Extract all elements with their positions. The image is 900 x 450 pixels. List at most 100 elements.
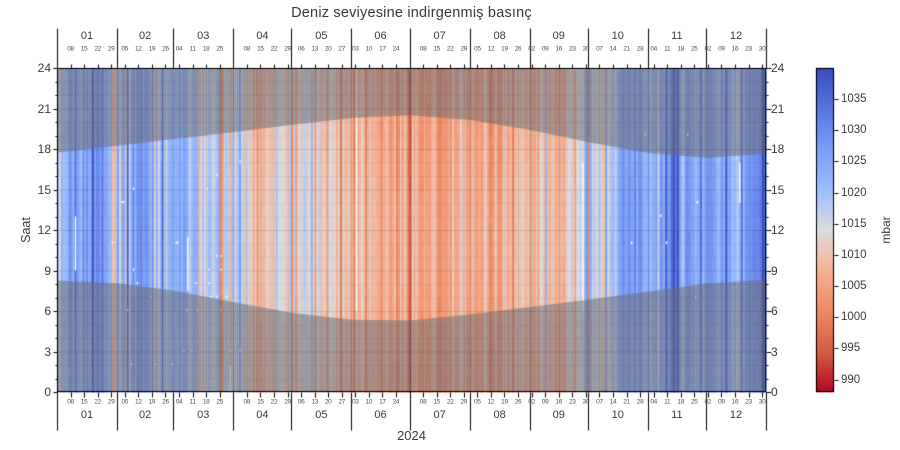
bottom-month-label: 05 xyxy=(315,409,328,421)
top-day-label: 22 xyxy=(270,45,278,53)
colorbar-tick-label: 1005 xyxy=(841,280,867,293)
top-day-label: 24 xyxy=(392,45,400,53)
top-day-label: 12 xyxy=(135,45,142,53)
bottom-day-label: 08 xyxy=(67,398,74,406)
bottom-day-label: 17 xyxy=(379,398,386,406)
bottom-day-label: 16 xyxy=(555,398,563,406)
top-month-label: 04 xyxy=(256,30,269,42)
bottom-day-label: 29 xyxy=(460,398,468,406)
top-day-label: 23 xyxy=(568,45,576,53)
top-day-label: 02 xyxy=(704,45,712,53)
top-month-label: 08 xyxy=(493,30,506,42)
bottom-day-label: 11 xyxy=(664,398,671,406)
right-hour-tick-label: 6 xyxy=(771,304,778,318)
left-hour-tick-label: 12 xyxy=(37,223,51,237)
top-day-label: 19 xyxy=(148,45,156,53)
top-month-label: 01 xyxy=(80,30,94,42)
top-day-label: 18 xyxy=(202,45,210,53)
bottom-month-label: 08 xyxy=(493,409,506,421)
bottom-day-label: 02 xyxy=(704,398,712,406)
top-day-label: 22 xyxy=(94,45,101,53)
bottom-day-label: 23 xyxy=(745,398,752,406)
bottom-day-label: 04 xyxy=(175,398,183,406)
top-month-label: 10 xyxy=(611,30,624,42)
top-month-label: 05 xyxy=(315,30,328,42)
left-hour-tick-label: 24 xyxy=(37,61,51,75)
bottom-day-label: 20 xyxy=(324,398,332,406)
top-day-label: 28 xyxy=(636,45,644,53)
top-day-label: 12 xyxy=(487,45,495,53)
bottom-day-label: 24 xyxy=(392,398,400,406)
bottom-day-label: 19 xyxy=(501,398,508,406)
top-day-label: 09 xyxy=(541,45,549,53)
top-day-label: 16 xyxy=(555,45,563,53)
bottom-day-label: 19 xyxy=(148,398,156,406)
bottom-day-label: 04 xyxy=(650,398,657,406)
top-day-label: 22 xyxy=(446,45,454,53)
bottom-day-label: 09 xyxy=(718,398,725,406)
colorbar-tick-label: 1035 xyxy=(841,93,867,106)
top-day-label: 06 xyxy=(297,45,305,53)
top-day-label: 04 xyxy=(175,45,183,53)
colorbar-unit-label: mbar xyxy=(879,216,893,244)
x-axis-year-label: 2024 xyxy=(397,428,426,443)
bottom-day-label: 22 xyxy=(94,398,101,406)
top-day-label: 08 xyxy=(419,45,427,53)
top-day-label: 08 xyxy=(67,45,74,53)
bottom-day-label: 10 xyxy=(365,398,373,406)
right-hour-tick-label: 15 xyxy=(771,182,785,197)
top-day-label: 15 xyxy=(80,45,88,53)
right-hour-tick-label: 24 xyxy=(771,61,785,75)
colorbar-tick-label: 1020 xyxy=(841,186,867,199)
left-hour-tick-label: 3 xyxy=(44,344,51,359)
bottom-day-label: 26 xyxy=(514,398,522,406)
left-hour-tick-label: 9 xyxy=(44,263,51,278)
bottom-day-label: 07 xyxy=(596,398,603,406)
bottom-day-label: 13 xyxy=(311,398,318,406)
bottom-day-label: 25 xyxy=(690,398,698,406)
left-hour-tick-label: 21 xyxy=(37,101,51,116)
top-day-label: 03 xyxy=(351,45,359,53)
left-hour-tick-label: 6 xyxy=(44,304,51,318)
bottom-day-label: 22 xyxy=(270,398,278,406)
bottom-day-label: 14 xyxy=(609,398,617,406)
top-day-label: 20 xyxy=(324,45,332,53)
bottom-month-label: 03 xyxy=(197,409,210,421)
bottom-day-label: 30 xyxy=(758,398,766,406)
bottom-day-label: 05 xyxy=(121,398,129,406)
bottom-month-label: 09 xyxy=(552,409,565,421)
bottom-day-label: 16 xyxy=(731,398,739,406)
bottom-day-label: 12 xyxy=(487,398,495,406)
colorbar-tick-label: 990 xyxy=(841,373,861,386)
bottom-day-label: 15 xyxy=(433,398,440,406)
bottom-day-label: 09 xyxy=(541,398,549,406)
top-day-label: 14 xyxy=(609,45,617,53)
top-day-label: 29 xyxy=(284,45,291,53)
colorbar-tick-label: 1000 xyxy=(841,311,867,324)
right-hour-tick-label: 0 xyxy=(771,385,778,399)
top-day-label: 17 xyxy=(379,45,386,53)
top-day-label: 05 xyxy=(474,45,481,53)
right-hour-tick-label: 12 xyxy=(771,223,785,237)
top-day-label: 10 xyxy=(365,45,373,53)
top-month-label: 09 xyxy=(552,30,565,42)
top-day-label: 15 xyxy=(433,45,440,53)
top-day-label: 29 xyxy=(460,45,468,53)
top-day-label: 25 xyxy=(216,45,224,53)
top-day-label: 02 xyxy=(528,45,535,53)
top-day-label: 11 xyxy=(664,45,671,53)
bottom-day-label: 18 xyxy=(202,398,210,406)
bottom-day-label: 29 xyxy=(284,398,291,406)
top-day-label: 07 xyxy=(596,45,603,53)
top-month-label: 02 xyxy=(139,30,152,42)
bottom-day-label: 11 xyxy=(189,398,196,406)
top-day-label: 27 xyxy=(338,45,346,53)
top-day-label: 16 xyxy=(731,45,739,53)
right-hour-tick-label: 9 xyxy=(771,263,778,278)
top-month-label: 07 xyxy=(433,30,446,42)
top-day-label: 26 xyxy=(162,45,169,53)
top-day-label: 08 xyxy=(243,45,251,53)
bottom-day-label: 02 xyxy=(528,398,535,406)
